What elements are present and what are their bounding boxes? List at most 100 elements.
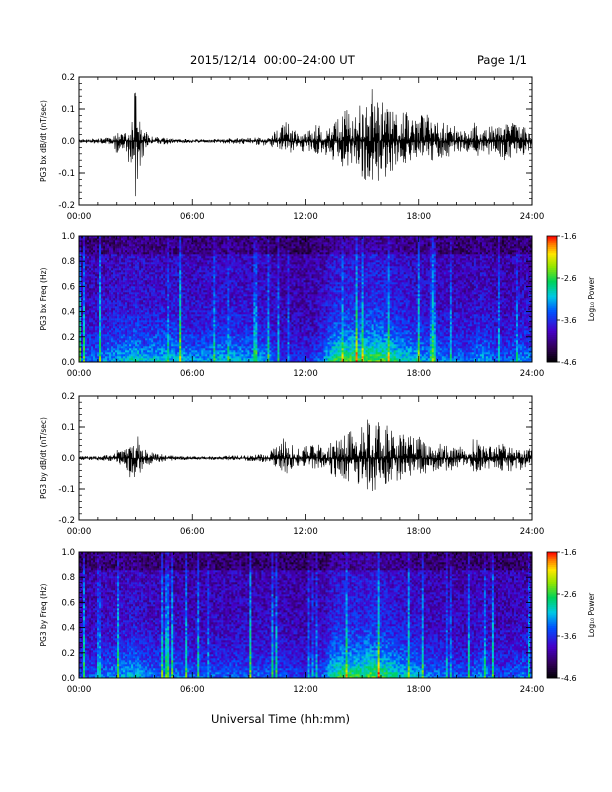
spectrogram-cell xyxy=(81,296,84,299)
spectrogram-cell xyxy=(141,356,144,359)
spectrogram-cell xyxy=(127,338,130,341)
spectrogram-cell xyxy=(203,334,206,337)
spectrogram-cell xyxy=(161,238,164,241)
spectrogram-cell xyxy=(83,272,86,275)
spectrogram-cell xyxy=(173,254,176,257)
spectrogram-cell xyxy=(209,236,212,239)
spectrogram-cell xyxy=(97,242,100,245)
spectrogram-cell xyxy=(171,306,174,309)
spectrogram-cell xyxy=(129,324,132,327)
spectrogram-cell xyxy=(157,302,160,305)
spectrogram-cell xyxy=(209,288,212,291)
spectrogram-cell xyxy=(149,284,152,287)
spectrogram-cell xyxy=(131,358,134,361)
spectrogram-cell xyxy=(165,290,168,293)
spectrogram-cell xyxy=(161,354,164,357)
spectrogram-cell xyxy=(121,282,124,285)
spectrogram-cell xyxy=(153,350,156,353)
spectrogram-cell xyxy=(87,262,90,265)
spectrogram-cell xyxy=(125,294,128,297)
spectrogram-cell xyxy=(109,252,112,255)
spectrogram-cell xyxy=(101,298,104,301)
spectrogram-cell xyxy=(143,322,146,325)
spectrogram-cell xyxy=(81,354,84,357)
spectrogram-cell xyxy=(139,274,142,277)
spectrogram-cell xyxy=(101,336,104,339)
spectrogram-cell xyxy=(97,266,100,269)
spectrogram-cell xyxy=(139,298,142,301)
spectrogram-cell xyxy=(145,340,148,343)
spectrogram-cell xyxy=(143,238,146,241)
y-tick-label: 0.1 xyxy=(61,105,75,115)
spectrogram-cell xyxy=(209,278,212,281)
spectrogram-cell xyxy=(79,246,82,249)
spectrogram-cell xyxy=(131,306,134,309)
spectrogram-cell xyxy=(149,248,152,251)
spectrogram-cell xyxy=(205,342,208,345)
spectrogram-cell xyxy=(201,312,204,315)
spectrogram-cell xyxy=(179,314,182,317)
spectrogram-cell xyxy=(231,320,234,323)
spectrogram-cell xyxy=(217,292,220,295)
spectrogram-cell xyxy=(179,312,182,315)
spectrogram-cell xyxy=(213,324,216,327)
spectrogram-cell xyxy=(211,356,214,359)
spectrogram-cell xyxy=(173,288,176,291)
spectrogram-cell xyxy=(79,274,82,277)
spectrogram-cell xyxy=(103,244,106,247)
spectrogram-cell xyxy=(169,288,172,291)
spectrogram-cell xyxy=(103,298,106,301)
spectrogram-cell xyxy=(195,356,198,359)
spectrogram-cell xyxy=(227,282,230,285)
spectrogram-cell xyxy=(221,352,224,355)
spectrogram-cell xyxy=(161,260,164,263)
spectrogram-cell xyxy=(125,334,128,337)
spectrogram-cell xyxy=(211,332,214,335)
spectrogram-cell xyxy=(191,280,194,283)
spectrogram-cell xyxy=(181,294,184,297)
spectrogram-cell xyxy=(93,236,96,239)
spectrogram-cell xyxy=(123,356,126,359)
spectrogram-cell xyxy=(79,294,82,297)
spectrogram-cell xyxy=(113,340,116,343)
spectrogram-cell xyxy=(103,318,106,321)
spectrogram-cell xyxy=(151,310,154,313)
spectrogram-cell xyxy=(131,294,134,297)
spectrogram-cell xyxy=(211,330,214,333)
spectrogram-cell xyxy=(121,340,124,343)
spectrogram-cell xyxy=(197,284,200,287)
spectrogram-cell xyxy=(115,294,118,297)
spectrogram-cell xyxy=(147,238,150,241)
spectrogram-cell xyxy=(87,294,90,297)
spectrogram-cell xyxy=(101,276,104,279)
spectrogram-cell xyxy=(183,278,186,281)
spectrogram-cell xyxy=(157,292,160,295)
spectrogram-cell xyxy=(109,248,112,251)
spectrogram-cell xyxy=(173,260,176,263)
spectrogram-cell xyxy=(129,248,132,251)
spectrogram-cell xyxy=(103,352,106,355)
spectrogram-cell xyxy=(147,242,150,245)
spectrogram-cell xyxy=(105,272,108,275)
spectrogram-cell xyxy=(175,358,178,361)
spectrogram-cell xyxy=(121,330,124,333)
spectrogram-cell xyxy=(177,270,180,273)
spectrogram-cell xyxy=(87,338,90,341)
spectrogram-cell xyxy=(107,246,110,249)
spectrogram-cell xyxy=(131,298,134,301)
spectrogram-cell xyxy=(131,274,134,277)
spectrogram-cell xyxy=(183,336,186,339)
spectrogram-cell xyxy=(161,324,164,327)
spectrogram-cell xyxy=(119,330,122,333)
spectrogram-cell xyxy=(87,358,90,361)
spectrogram-cell xyxy=(101,344,104,347)
spectrogram-cell xyxy=(133,240,136,243)
spectrogram-cell xyxy=(141,310,144,313)
spectrogram-cell xyxy=(121,266,124,269)
spectrogram-cell xyxy=(137,256,140,259)
spectrogram-cell xyxy=(171,290,174,293)
spectrogram-cell xyxy=(163,288,166,291)
spectrogram-cell xyxy=(83,284,86,287)
spectrogram-cell xyxy=(105,292,108,295)
spectrogram-cell xyxy=(145,266,148,269)
